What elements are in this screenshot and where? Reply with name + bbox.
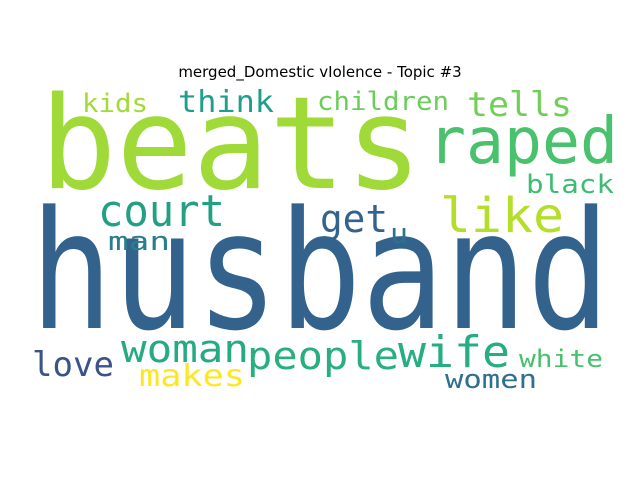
word-like: like	[440, 188, 564, 244]
word-beats: beats	[40, 70, 422, 219]
word-think: think	[178, 85, 274, 120]
word-love: love	[32, 345, 114, 385]
word-court: court	[98, 186, 225, 237]
word-woman: woman	[121, 327, 249, 371]
word-tells: tells	[467, 85, 572, 125]
figure-title: merged_Domestic vIolence - Topic #3	[178, 63, 462, 81]
word-raped: raped	[428, 105, 618, 179]
word-white: white	[519, 345, 603, 373]
word-makes: makes	[139, 359, 245, 394]
word-women: women	[445, 365, 537, 395]
word-black: black	[526, 170, 614, 200]
word-man: man	[108, 227, 170, 257]
word-children: children	[317, 87, 449, 117]
word-wife: wife	[398, 327, 510, 378]
word-people: people	[247, 334, 399, 378]
word-husband: husband	[30, 176, 610, 367]
word-kids: kids	[82, 89, 148, 119]
word-get: get	[320, 197, 388, 241]
word-u: u	[390, 217, 408, 250]
